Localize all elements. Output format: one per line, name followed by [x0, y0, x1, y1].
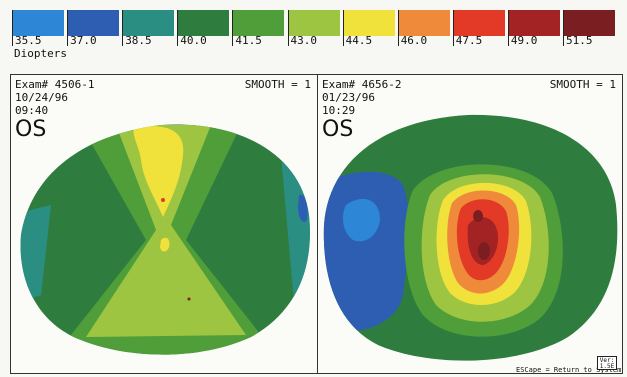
- scale-swatch: [122, 10, 175, 36]
- left-exam-date: 10/24/96: [15, 91, 68, 104]
- scale-tick: [177, 10, 179, 46]
- scale-swatch: [287, 10, 340, 36]
- left-corneal-map: [20, 124, 310, 355]
- left-eye-label: OS: [15, 117, 47, 142]
- scale-units-label: Diopters: [14, 47, 67, 60]
- scale-tick: [507, 10, 509, 46]
- left-map-contours: [20, 124, 310, 355]
- right-topography-panel: Exam# 4656-2 01/23/96 10:29 OS SMOOTH = …: [317, 74, 623, 374]
- left-exam-number: Exam# 4506-1: [15, 78, 95, 91]
- scale-step-label: 51.5: [566, 34, 593, 47]
- scale-tick: [287, 10, 289, 46]
- right-exam-time: 10:29: [322, 104, 356, 117]
- scale-swatch: [563, 10, 615, 36]
- scale-step-label: 46.0: [400, 34, 428, 47]
- scale-swatch: [12, 10, 64, 36]
- scale-step-label: 35.5: [15, 34, 42, 47]
- scale-swatch: [452, 10, 505, 36]
- scale-swatch: [397, 10, 450, 36]
- scale-swatch: [507, 10, 560, 36]
- diopter-color-scale: 35.5 37.0 38.5 40.0 41.5 43.0 44.5 46.0 47.5 49.0…: [12, 10, 618, 47]
- scale-tick: [67, 10, 69, 46]
- escape-return-hint: ESCape = Return to System Menu.: [516, 366, 622, 374]
- right-eye-label: OS: [322, 117, 354, 142]
- right-map-contours: [323, 114, 618, 361]
- scale-swatch: [342, 10, 395, 36]
- scale-step-label: 47.5: [455, 34, 483, 47]
- version-badge: Ver: 1.5E: [597, 356, 617, 370]
- scale-step-label: 44.5: [345, 34, 373, 47]
- scale-tick: [563, 10, 564, 46]
- left-topography-panel: Exam# 4506-1 10/24/96 09:40 OS SMOOTH = …: [10, 74, 318, 374]
- scale-tick: [12, 10, 13, 46]
- scale-step-label: 40.0: [180, 34, 207, 47]
- scale-tick: [342, 10, 344, 46]
- scale-tick: [397, 10, 399, 46]
- scale-step-label: 41.5: [235, 34, 262, 47]
- scale-tick: [452, 10, 454, 46]
- scale-swatch: [67, 10, 120, 36]
- left-exam-time: 09:40: [15, 104, 49, 117]
- right-exam-date: 01/23/96: [322, 91, 375, 104]
- version-label: Ver:: [599, 357, 615, 364]
- scale-step-label: 37.0: [70, 34, 97, 47]
- version-value: 1.5E: [599, 363, 615, 370]
- left-smooth-setting: SMOOTH = 1: [244, 78, 311, 91]
- scale-tick: [232, 10, 234, 46]
- scale-step-label: 38.5: [125, 34, 152, 47]
- scale-swatch: [177, 10, 230, 36]
- scale-swatch: [232, 10, 285, 36]
- scale-step-label: 49.0: [510, 34, 538, 47]
- scale-step-label: 43.0: [290, 34, 318, 47]
- right-corneal-map: [323, 114, 618, 361]
- right-smooth-setting: SMOOTH = 1: [549, 78, 616, 91]
- right-exam-number: Exam# 4656-2: [322, 78, 402, 91]
- scale-tick: [122, 10, 124, 46]
